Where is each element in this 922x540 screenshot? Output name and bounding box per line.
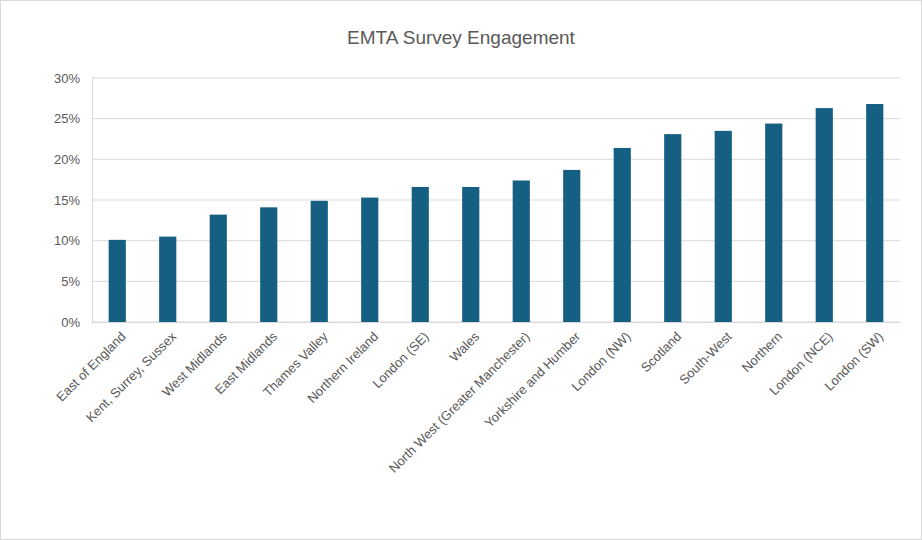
- plot: 0% 5% 10% 15% 20% 25% 30% East of EnglandKent, …: [53, 71, 900, 476]
- x-axis-line: [93, 322, 901, 323]
- x-tick: Yorkshire and Humber: [481, 322, 583, 431]
- bar: [866, 104, 883, 322]
- x-tick-label: Wales: [446, 329, 482, 365]
- y-axis: 0% 5% 10% 15% 20% 25% 30%: [54, 71, 93, 330]
- bar: [210, 215, 227, 322]
- y-tick-label: 5%: [61, 274, 80, 289]
- x-tick: South-West: [676, 322, 735, 387]
- y-tick-label: 0%: [61, 315, 80, 330]
- x-tick-label: London (NW): [568, 329, 633, 394]
- y-tick: 10%: [54, 233, 92, 248]
- y-tick: 25%: [54, 111, 92, 126]
- y-tick-label: 15%: [54, 193, 80, 208]
- title: EMTA Survey Engagement: [347, 27, 575, 48]
- bar: [361, 198, 378, 322]
- bar: [311, 201, 328, 322]
- x-tick: Northern Ireland: [304, 322, 381, 406]
- x-tick: London (SE): [369, 322, 431, 391]
- x-tick: Wales: [446, 322, 482, 365]
- y-tick: 20%: [54, 152, 92, 167]
- x-tick-label: South-West: [676, 329, 735, 388]
- y-tick-label: 30%: [54, 71, 80, 86]
- y-tick: 0%: [61, 315, 92, 330]
- x-tick-label: Northern: [739, 329, 785, 375]
- bar: [462, 187, 479, 322]
- x-tick: London (SW): [821, 322, 886, 394]
- x-tick-label: London (SW): [821, 329, 886, 394]
- bar: [614, 148, 631, 322]
- y-tick: 30%: [54, 71, 92, 86]
- y-tick-label: 10%: [54, 233, 80, 248]
- bar: [664, 134, 681, 322]
- y-tick: 5%: [61, 274, 92, 289]
- x-tick-label: Kent, Surrey, Sussex: [83, 329, 180, 426]
- grid-line: [92, 78, 900, 79]
- x-tick: Northern: [739, 322, 785, 375]
- x-tick: Scotland: [638, 322, 684, 375]
- bar: [159, 237, 176, 322]
- x-tick-label: Northern Ireland: [304, 329, 381, 406]
- bar: [109, 240, 126, 322]
- bars: [109, 104, 884, 322]
- x-tick-label: London (SE): [369, 329, 431, 391]
- y-tick-label: 25%: [54, 111, 80, 126]
- bar: [816, 108, 833, 322]
- y-tick-label: 20%: [54, 152, 80, 167]
- x-tick: London (NW): [568, 322, 633, 394]
- x-tick-label: Scotland: [638, 329, 684, 375]
- chart-frame: [1, 1, 922, 540]
- x-axis: East of EnglandKent, Surrey, SussexWest …: [53, 322, 900, 476]
- x-tick-label: Yorkshire and Humber: [481, 328, 583, 430]
- bar: [765, 124, 782, 322]
- y-axis-line: [92, 79, 93, 323]
- chart: 0% 5% 10% 15% 20% 25% 30% East of EnglandKent, …: [0, 0, 922, 540]
- grid-line: [92, 118, 900, 119]
- bar: [412, 187, 429, 322]
- bar: [563, 170, 580, 322]
- bar: [260, 207, 277, 322]
- bar: [715, 131, 732, 322]
- grid: [92, 78, 900, 322]
- y-tick: 15%: [54, 193, 92, 208]
- bar: [513, 180, 530, 322]
- x-tick: Kent, Surrey, Sussex: [83, 322, 180, 425]
